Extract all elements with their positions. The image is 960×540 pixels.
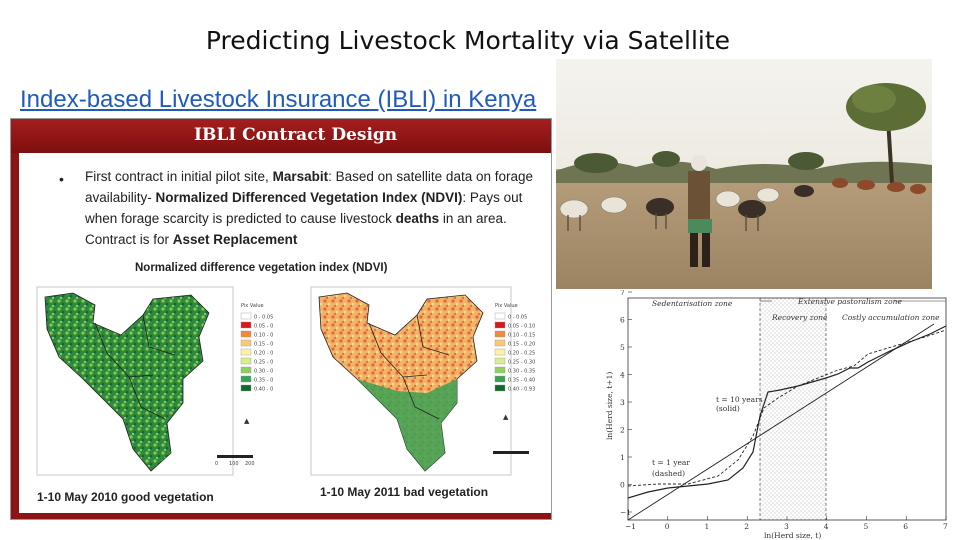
slide-bottom-border <box>11 513 551 519</box>
legend-swatch <box>494 339 506 347</box>
legend-swatch <box>494 357 506 365</box>
legend-label: 0.20 - 0.25 <box>508 351 535 357</box>
y-tick-label: 5 <box>620 343 625 352</box>
annotation-1-year: t = 1 year <box>652 458 690 467</box>
map-legend-right: Pix Value 0 - 0.05 0.05 - 0.10 0.10 - 0.15… <box>494 303 535 393</box>
zone-label-sedentarisation: Sedentarisation zone <box>652 299 733 308</box>
legend-label: 0.15 - 0.20 <box>508 342 535 348</box>
svg-text:Pix Value: Pix Value <box>241 303 264 309</box>
y-tick-label: 3 <box>620 398 625 407</box>
legend-label: 0.25 - 0.30 <box>254 360 273 366</box>
y-axis-label: ln(Herd size, t+1) <box>605 372 614 440</box>
embedded-slide: IBLI Contract Design • First contract in… <box>10 118 552 520</box>
legend-label: 0.10 - 0.15 <box>254 333 273 339</box>
zone-label-recovery: Recovery zone <box>771 313 828 322</box>
x-tick-label: 6 <box>903 522 908 531</box>
legend-swatch <box>240 348 252 356</box>
ndvi-map-2011: Pix Value 0 - 0.05 0.05 - 0.10 0.10 - 0.15… <box>310 286 535 476</box>
legend-label: 0 - 0.05 <box>508 315 527 321</box>
legend-label: 0.35 - 0.40 <box>508 378 535 384</box>
slide-title: IBLI Contract Design <box>194 125 398 145</box>
scale-bar <box>493 451 529 454</box>
y-tick-label: 2 <box>620 426 625 435</box>
y-tick-label: 4 <box>620 371 625 380</box>
legend-label: 0.10 - 0.15 <box>508 333 535 339</box>
x-tick-label: 7 <box>943 522 948 531</box>
page-title: Predicting Livestock Mortality via Satel… <box>205 26 731 55</box>
legend-label: 0.05 - 0.10 <box>254 324 273 330</box>
legend-swatch <box>494 384 506 392</box>
legend-label: 0 - 0.05 <box>254 315 273 321</box>
ndvi-heading: Normalized difference vegetation index (… <box>135 262 388 274</box>
legend-swatch <box>240 312 252 320</box>
x-tick-label: 5 <box>864 522 869 531</box>
herder-livestock-photo <box>556 59 932 289</box>
y-tick-label: 1 <box>620 453 625 462</box>
ndvi-map-2010: Pix Value 0 - 0.05 0.05 - 0.10 0.10 - 0.15… <box>36 286 273 476</box>
legend-swatch <box>240 375 252 383</box>
x-tick-label: 0 <box>665 522 670 531</box>
svg-text:200: 200 <box>245 461 255 467</box>
x-tick-label: 4 <box>824 522 829 531</box>
y-axis-ticks: −1 0 1 2 3 4 5 6 7 <box>620 290 632 517</box>
legend-swatch <box>240 384 252 392</box>
slide-header-bar: IBLI Contract Design <box>11 119 551 153</box>
zone-label-extensive: Extensive pastoralism zone <box>797 297 902 306</box>
slide-left-border <box>11 153 19 519</box>
legend-swatch <box>240 357 252 365</box>
annotation-10-years-solid: (solid) <box>716 404 740 413</box>
annotation-10-years: t = 10 years <box>716 395 763 404</box>
legend-label: 0.30 - 0.35 <box>508 369 535 375</box>
legend-label: 0.40 - 0.93 <box>508 387 535 393</box>
x-tick-label: 3 <box>784 522 789 531</box>
legend-label: 0.40 - 0.93 <box>254 387 273 393</box>
map-legend-left: Pix Value 0 - 0.05 0.05 - 0.10 0.10 - 0.15… <box>240 303 273 393</box>
y-tick-label: 6 <box>620 316 625 325</box>
svg-text:100: 100 <box>229 461 239 467</box>
legend-swatch <box>240 366 252 374</box>
caption-2011: 1-10 May 2011 bad vegetation <box>320 485 489 499</box>
dashed-curve-1-year <box>627 329 947 487</box>
legend-swatch <box>240 339 252 347</box>
herd-dynamics-chart: Sedentarisation zone Extensive pastorali… <box>605 290 948 540</box>
legend-swatch <box>494 375 506 383</box>
svg-text:Pix Value: Pix Value <box>495 303 518 309</box>
solid-curve-10-years <box>627 325 947 499</box>
annotation-1-year-dashed: (dashed) <box>652 469 685 478</box>
legend-label: 0.15 - 0.20 <box>254 342 273 348</box>
bullet-paragraph: First contract in initial pilot site, Ma… <box>85 169 534 247</box>
x-axis-label: ln(Herd size, t) <box>764 531 821 540</box>
legend-swatch <box>494 366 506 374</box>
caption-2010: 1-10 May 2010 good vegetation <box>37 490 214 504</box>
scale-bar <box>217 455 253 458</box>
recovery-zone-shading <box>760 298 826 520</box>
x-tick-label: 1 <box>705 522 710 531</box>
bullet-icon: • <box>59 171 64 187</box>
ibli-link[interactable]: Index-based Livestock Insurance (IBLI) i… <box>20 86 537 113</box>
legend-label: 0.35 - 0.40 <box>254 378 273 384</box>
legend-label: 0.05 - 0.10 <box>508 324 535 330</box>
legend-swatch <box>240 330 252 338</box>
svg-text:0: 0 <box>215 461 218 467</box>
x-tick-label: −1 <box>625 522 636 531</box>
legend-swatch <box>494 321 506 329</box>
north-arrow-icon: ▲ <box>244 417 250 425</box>
legend-swatch <box>240 321 252 329</box>
x-axis-ticks: −1 0 1 2 3 4 5 6 7 <box>625 516 948 531</box>
legend-label: 0.30 - 0.35 <box>254 369 273 375</box>
legend-swatch <box>494 330 506 338</box>
legend-swatch <box>494 312 506 320</box>
north-arrow-icon: ▲ <box>503 413 509 421</box>
legend-swatch <box>494 348 506 356</box>
legend-label: 0.25 - 0.30 <box>508 360 535 366</box>
y-tick-label: 0 <box>620 481 625 490</box>
zone-label-costly: Costly accumulation zone <box>842 313 940 322</box>
x-tick-label: 2 <box>744 522 749 531</box>
legend-label: 0.20 - 0.25 <box>254 351 273 357</box>
y-tick-label: 7 <box>620 290 625 297</box>
y-tick-label: −1 <box>620 508 631 517</box>
